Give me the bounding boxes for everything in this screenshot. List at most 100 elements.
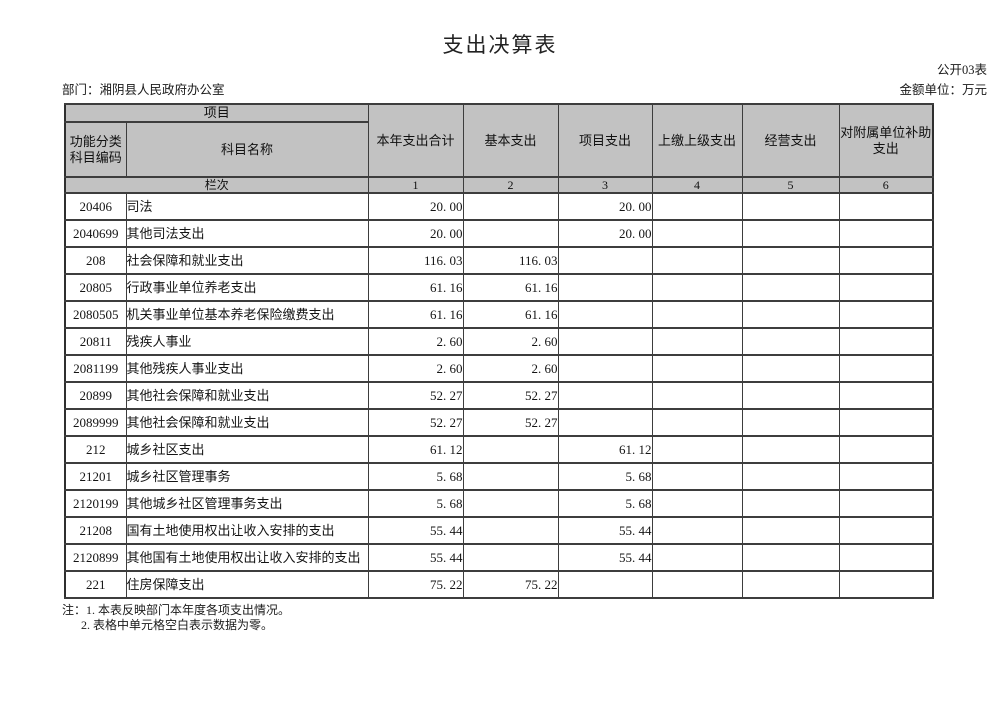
cell-value-2: 52. 27 bbox=[462, 381, 559, 410]
cell-value-4 bbox=[651, 570, 743, 599]
cell-value-3 bbox=[557, 381, 653, 410]
header-col-total: 本年支出合计 bbox=[367, 103, 464, 178]
cell-value-4 bbox=[651, 300, 743, 329]
cell-value-4 bbox=[651, 489, 743, 518]
cell-value-1: 55. 44 bbox=[367, 516, 464, 545]
cell-value-6 bbox=[838, 192, 934, 221]
cell-value-5 bbox=[741, 219, 840, 248]
table-row: 2040699 其他司法支出 20. 00 20. 00 bbox=[64, 219, 934, 248]
cell-value-6 bbox=[838, 408, 934, 437]
cell-value-6 bbox=[838, 435, 934, 464]
table-row: 20899 其他社会保障和就业支出 52. 27 52. 27 bbox=[64, 381, 934, 410]
cell-value-1: 116. 03 bbox=[367, 246, 464, 275]
cell-name: 行政事业单位养老支出 bbox=[125, 273, 369, 302]
cell-value-6 bbox=[838, 327, 934, 356]
header-col-project: 项目支出 bbox=[557, 103, 653, 178]
cell-value-4 bbox=[651, 543, 743, 572]
cell-value-5 bbox=[741, 273, 840, 302]
cell-value-2 bbox=[462, 219, 559, 248]
cell-value-5 bbox=[741, 570, 840, 599]
department-label: 部门：湘阴县人民政府办公室 bbox=[62, 83, 225, 97]
cell-value-3 bbox=[557, 273, 653, 302]
cell-value-5 bbox=[741, 300, 840, 329]
cell-value-5 bbox=[741, 381, 840, 410]
cell-code: 2120899 bbox=[64, 543, 127, 572]
cell-code: 212 bbox=[64, 435, 127, 464]
cell-value-4 bbox=[651, 408, 743, 437]
cell-value-5 bbox=[741, 543, 840, 572]
cell-value-1: 52. 27 bbox=[367, 381, 464, 410]
notes-block: 注：1. 本表反映部门本年度各项支出情况。 2. 表格中单元格空白表示数据为零。 bbox=[62, 603, 1000, 633]
page-title: 支出决算表 bbox=[442, 33, 558, 57]
header-row-sub: 功能分类科目编码 科目名称 bbox=[64, 121, 933, 178]
cell-value-3: 20. 00 bbox=[557, 192, 653, 221]
note-line-1: 注：1. 本表反映部门本年度各项支出情况。 bbox=[62, 603, 291, 617]
cell-value-2 bbox=[462, 462, 559, 491]
cell-value-4 bbox=[651, 381, 743, 410]
table-row: 2089999 其他社会保障和就业支出 52. 27 52. 27 bbox=[64, 408, 934, 437]
cell-value-1: 52. 27 bbox=[367, 408, 464, 437]
cell-value-6 bbox=[838, 570, 934, 599]
cell-code: 2080505 bbox=[64, 300, 127, 329]
cell-value-5 bbox=[741, 354, 840, 383]
cell-value-3: 5. 68 bbox=[557, 489, 653, 518]
cell-name: 残疾人事业 bbox=[125, 327, 369, 356]
header-name: 科目名称 bbox=[125, 121, 369, 178]
cell-name: 其他城乡社区管理事务支出 bbox=[125, 489, 369, 518]
cell-name: 城乡社区管理事务 bbox=[125, 462, 369, 491]
header-col-basic: 基本支出 bbox=[462, 103, 559, 178]
cell-value-6 bbox=[838, 543, 934, 572]
table-row: 221 住房保障支出 75. 22 75. 22 bbox=[64, 570, 934, 599]
cell-value-6 bbox=[838, 381, 934, 410]
cell-value-5 bbox=[741, 408, 840, 437]
cell-value-2 bbox=[462, 435, 559, 464]
lanci-number-1: 1 bbox=[367, 176, 464, 194]
cell-name: 国有土地使用权出让收入安排的支出 bbox=[125, 516, 369, 545]
cell-name: 机关事业单位基本养老保险缴费支出 bbox=[125, 300, 369, 329]
lanci-number-6: 6 bbox=[838, 176, 934, 194]
cell-value-2 bbox=[462, 489, 559, 518]
table-row: 20406 司法 20. 00 20. 00 bbox=[64, 192, 934, 221]
table-row: 21201 城乡社区管理事务 5. 68 5. 68 bbox=[64, 462, 934, 491]
expenditure-table: 项目 本年支出合计 基本支出 项目支出 上缴上级支出 经营支出 对附属单位补助支… bbox=[64, 103, 935, 599]
cell-name: 其他司法支出 bbox=[125, 219, 369, 248]
header-col-subsidy: 对附属单位补助支出 bbox=[838, 103, 934, 178]
cell-value-5 bbox=[741, 516, 840, 545]
table-row: 21208 国有土地使用权出让收入安排的支出 55. 44 55. 44 bbox=[64, 516, 934, 545]
header-code: 功能分类科目编码 bbox=[64, 121, 127, 178]
cell-value-1: 5. 68 bbox=[367, 489, 464, 518]
table-body: 20406 司法 20. 00 20. 00 2040699 其他司法支出 20. 00 20… bbox=[64, 192, 934, 599]
lanci-number-2: 2 bbox=[462, 176, 559, 194]
cell-name: 司法 bbox=[125, 192, 369, 221]
cell-value-5 bbox=[741, 246, 840, 275]
cell-value-4 bbox=[651, 219, 743, 248]
unit-label: 金额单位：万元 bbox=[899, 83, 987, 97]
lanci-number-3: 3 bbox=[557, 176, 653, 194]
cell-value-5 bbox=[741, 327, 840, 356]
cell-value-1: 5. 68 bbox=[367, 462, 464, 491]
cell-value-5 bbox=[741, 435, 840, 464]
cell-value-4 bbox=[651, 354, 743, 383]
table-row: 20811 残疾人事业 2. 60 2. 60 bbox=[64, 327, 934, 356]
cell-value-6 bbox=[838, 246, 934, 275]
table-code-label: 公开03表 bbox=[936, 63, 987, 77]
cell-value-3: 20. 00 bbox=[557, 219, 653, 248]
cell-value-3 bbox=[557, 327, 653, 356]
header-col-operating: 经营支出 bbox=[741, 103, 840, 178]
cell-value-4 bbox=[651, 273, 743, 302]
lanci-number-5: 5 bbox=[741, 176, 840, 194]
cell-value-3: 5. 68 bbox=[557, 462, 653, 491]
header-row-lanci: 栏次 1 2 3 4 5 6 bbox=[64, 176, 934, 194]
cell-value-2: 116. 03 bbox=[462, 246, 559, 275]
cell-value-2: 75. 22 bbox=[462, 570, 559, 599]
cell-code: 21201 bbox=[64, 462, 127, 491]
cell-name: 其他社会保障和就业支出 bbox=[125, 408, 369, 437]
table-row: 2081199 其他残疾人事业支出 2. 60 2. 60 bbox=[64, 354, 934, 383]
cell-code: 221 bbox=[64, 570, 127, 599]
cell-code: 2120199 bbox=[64, 489, 127, 518]
cell-value-3 bbox=[557, 570, 653, 599]
cell-name: 住房保障支出 bbox=[125, 570, 369, 599]
meta-line: 部门：湘阴县人民政府办公室 金额单位：万元 bbox=[0, 83, 1000, 98]
note-line-2: 2. 表格中单元格空白表示数据为零。 bbox=[81, 618, 274, 632]
